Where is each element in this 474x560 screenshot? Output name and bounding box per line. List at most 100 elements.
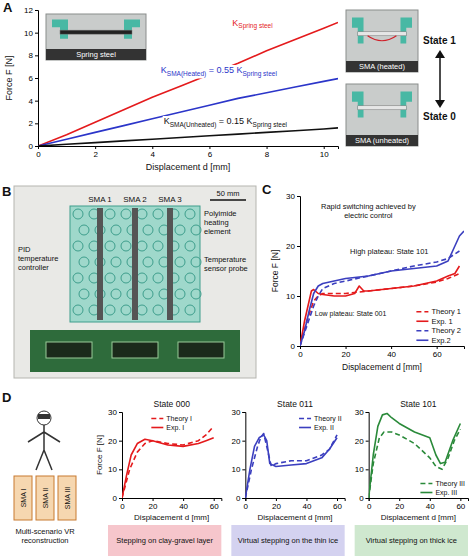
- photo-wire: [368, 36, 397, 41]
- scale-bar: [210, 199, 246, 201]
- legend-item: Theory 1: [416, 307, 461, 316]
- text-line: Polyimide: [204, 209, 237, 218]
- y-tick-mark: [297, 246, 300, 247]
- y-axis: 0102030: [355, 408, 369, 503]
- legend-label: Exp. III: [435, 489, 457, 497]
- lattice-cell: [185, 305, 195, 315]
- x-tick: 20: [272, 498, 281, 511]
- x-axis-line: [123, 499, 222, 502]
- y-tick: 0: [291, 342, 300, 351]
- x-axis-line: [39, 147, 339, 150]
- x-tick-label: 0: [244, 502, 249, 511]
- y-tick: 10: [355, 465, 369, 474]
- legend-swatch: [416, 339, 428, 341]
- legend-swatch: [420, 483, 432, 485]
- photo-caption-strip: [46, 49, 146, 60]
- x-tick-mark: [437, 346, 438, 349]
- y-tick: 0: [236, 494, 245, 503]
- x-axis-line: [301, 347, 465, 350]
- caption: Virtual stepping on thick ice: [366, 536, 457, 545]
- y-tick-mark: [297, 296, 300, 297]
- lattice-cell: [73, 273, 83, 283]
- x-tick: 20: [395, 498, 404, 511]
- photo-label: Polyimideheatingelement: [204, 209, 237, 236]
- x-tick: 2: [93, 146, 98, 159]
- cartoon-caption: Multi-scenario VRreconstruction: [15, 527, 75, 545]
- y-tick: 20: [286, 242, 300, 251]
- lattice-cell: [111, 289, 121, 299]
- y-axis-line: [35, 11, 39, 147]
- photo: SMA (heated): [346, 10, 418, 72]
- x-tick: 0: [120, 498, 125, 511]
- annotation: KSMA(Unheated) = 0.15 KSpring steel: [164, 116, 288, 129]
- y-tick-label: 12: [24, 6, 33, 15]
- lattice-cell: [191, 289, 201, 299]
- legend-label: Exp.2: [431, 336, 450, 345]
- panel-letter: A: [3, 0, 13, 15]
- arrow-head: [435, 50, 445, 58]
- lattice-cell: [185, 209, 195, 219]
- y-tick-label: 4: [29, 97, 34, 106]
- y-tick-label: 30: [231, 408, 240, 417]
- y-tick-mark: [366, 469, 369, 470]
- y-tick: 30: [108, 408, 122, 417]
- lattice-cell: [105, 305, 115, 315]
- lattice-cell: [175, 289, 185, 299]
- y-tick-label: 10: [355, 465, 364, 474]
- sma-box: [36, 476, 54, 520]
- photo-bracket: [400, 91, 412, 117]
- y-tick-mark: [297, 346, 300, 347]
- lattice-cell: [79, 257, 89, 267]
- legend-swatch: [420, 492, 432, 494]
- y-tick-mark: [297, 196, 300, 197]
- y-axis: 024681012: [24, 6, 38, 151]
- legend-item: Exp. III: [420, 489, 457, 497]
- controller-display: [112, 342, 158, 358]
- lattice-cell: [105, 209, 115, 219]
- y-tick-mark: [242, 441, 245, 442]
- lattice-cell: [175, 257, 185, 267]
- chart-title: State 000: [153, 399, 190, 409]
- legend-swatch: [151, 418, 163, 420]
- label-backdrop: [163, 116, 289, 130]
- y-tick-label: 30: [286, 192, 295, 201]
- y-axis-title: Force F [N]: [4, 55, 14, 100]
- caption-box: [231, 525, 344, 556]
- photo-label: PIDtemperaturecontroller: [18, 245, 58, 272]
- x-tick-mark: [460, 498, 461, 501]
- y-tick-mark: [35, 55, 38, 56]
- y-tick-mark: [119, 469, 122, 470]
- controller-display: [46, 342, 92, 358]
- text-line: Virtual stepping on thick ice: [366, 536, 457, 545]
- text-line: electric control: [344, 211, 393, 220]
- y-axis-line: [242, 413, 246, 499]
- x-tick-label: 60: [210, 502, 219, 511]
- annotation-part: Spring steel: [238, 22, 273, 30]
- y-tick: 0: [359, 494, 368, 503]
- photo-background: [346, 84, 418, 146]
- text-line: sensor probe: [204, 264, 248, 273]
- annotation-part: = 0.15 K: [216, 116, 252, 126]
- series-line: [369, 429, 461, 498]
- y-tick: 0: [29, 142, 38, 151]
- legend-label: Theory II: [314, 415, 342, 423]
- lattice-cell: [73, 305, 83, 315]
- x-tick-label: 60: [333, 502, 342, 511]
- x-tick-mark: [152, 146, 153, 149]
- y-tick: 10: [108, 465, 122, 474]
- lattice-cell: [153, 209, 163, 219]
- chart: 0246810024681012Displacement d [mm]Force…: [4, 6, 339, 172]
- chart: 02040600102030Displacement d [mm]State 0…: [231, 399, 345, 522]
- arrow-shaft: [439, 56, 441, 102]
- lattice-cell: [143, 257, 153, 267]
- y-tick-label: 30: [355, 408, 364, 417]
- chart: 02040600102030Displacement d [mm]State 1…: [355, 399, 469, 522]
- series-line: [122, 426, 214, 498]
- lattice-cell: [191, 257, 201, 267]
- panel-letter: B: [2, 184, 11, 199]
- lattice-cell: [73, 209, 83, 219]
- y-tick-mark: [242, 469, 245, 470]
- y-axis-line: [119, 413, 123, 499]
- caption-box: [108, 525, 221, 556]
- chart-title: State 101: [400, 399, 437, 409]
